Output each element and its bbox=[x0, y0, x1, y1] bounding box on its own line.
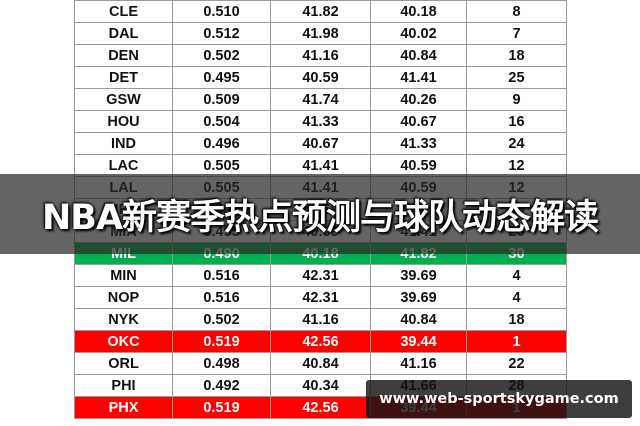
wins-cell: 42.56 bbox=[270, 330, 371, 353]
losses-cell: 40.26 bbox=[370, 88, 467, 111]
team-cell: HOU bbox=[74, 110, 173, 133]
win-pct-cell: 0.502 bbox=[172, 308, 271, 331]
win-pct-cell: 0.512 bbox=[172, 22, 271, 45]
wins-cell: 41.98 bbox=[270, 22, 371, 45]
team-cell: CLE bbox=[74, 0, 173, 23]
losses-cell: 40.84 bbox=[370, 44, 467, 67]
table-row: LAC 0.505 41.41 40.59 12 bbox=[74, 154, 567, 177]
wins-cell: 42.56 bbox=[270, 396, 371, 419]
title-banner: NBA新赛季热点预测与球队动态解读 bbox=[0, 174, 640, 254]
table-row: DEN 0.502 41.16 40.84 18 bbox=[74, 44, 567, 67]
wins-cell: 41.82 bbox=[270, 0, 371, 23]
losses-cell: 40.18 bbox=[370, 0, 467, 23]
team-cell: NOP bbox=[74, 286, 173, 309]
rank-cell: 16 bbox=[466, 110, 567, 133]
rank-cell: 18 bbox=[466, 44, 567, 67]
team-cell: ORL bbox=[74, 352, 173, 375]
rank-cell: 25 bbox=[466, 66, 567, 89]
team-cell: OKC bbox=[74, 330, 173, 353]
table-row: NOP 0.516 42.31 39.69 4 bbox=[74, 286, 567, 309]
rank-cell: 18 bbox=[466, 308, 567, 331]
wins-cell: 41.33 bbox=[270, 110, 371, 133]
rank-cell: 4 bbox=[466, 264, 567, 287]
banner-title: NBA新赛季热点预测与球队动态解读 bbox=[41, 197, 599, 238]
win-pct-cell: 0.519 bbox=[172, 396, 271, 419]
rank-cell: 9 bbox=[466, 88, 567, 111]
losses-cell: 39.69 bbox=[370, 264, 467, 287]
wins-cell: 40.67 bbox=[270, 132, 371, 155]
team-cell: MIN bbox=[74, 264, 173, 287]
win-pct-cell: 0.516 bbox=[172, 286, 271, 309]
win-pct-cell: 0.498 bbox=[172, 352, 271, 375]
losses-cell: 41.41 bbox=[370, 66, 467, 89]
win-pct-cell: 0.492 bbox=[172, 374, 271, 397]
table-row: OKC 0.519 42.56 39.44 1 bbox=[74, 330, 567, 353]
losses-cell: 39.44 bbox=[370, 330, 467, 353]
win-pct-cell: 0.504 bbox=[172, 110, 271, 133]
wins-cell: 42.31 bbox=[270, 264, 371, 287]
win-pct-cell: 0.502 bbox=[172, 44, 271, 67]
table-row: IND 0.496 40.67 41.33 24 bbox=[74, 132, 567, 155]
rank-cell: 8 bbox=[466, 0, 567, 23]
watermark-text: www.web-sportskygame.com bbox=[379, 391, 619, 407]
table-row: ORL 0.498 40.84 41.16 22 bbox=[74, 352, 567, 375]
win-pct-cell: 0.509 bbox=[172, 88, 271, 111]
rank-cell: 1 bbox=[466, 330, 567, 353]
table-row: DET 0.495 40.59 41.41 25 bbox=[74, 66, 567, 89]
table-row: GSW 0.509 41.74 40.26 9 bbox=[74, 88, 567, 111]
losses-cell: 40.67 bbox=[370, 110, 467, 133]
win-pct-cell: 0.519 bbox=[172, 330, 271, 353]
rank-cell: 7 bbox=[466, 22, 567, 45]
wins-cell: 41.16 bbox=[270, 44, 371, 67]
team-cell: DAL bbox=[74, 22, 173, 45]
team-cell: DET bbox=[74, 66, 173, 89]
rank-cell: 22 bbox=[466, 352, 567, 375]
win-pct-cell: 0.495 bbox=[172, 66, 271, 89]
team-cell: PHX bbox=[74, 396, 173, 419]
losses-cell: 39.69 bbox=[370, 286, 467, 309]
site-watermark: www.web-sportskygame.com bbox=[366, 380, 632, 418]
table-row: MIN 0.516 42.31 39.69 4 bbox=[74, 264, 567, 287]
team-cell: DEN bbox=[74, 44, 173, 67]
wins-cell: 41.74 bbox=[270, 88, 371, 111]
team-cell: GSW bbox=[74, 88, 173, 111]
win-pct-cell: 0.496 bbox=[172, 132, 271, 155]
win-pct-cell: 0.510 bbox=[172, 0, 271, 23]
wins-cell: 40.84 bbox=[270, 352, 371, 375]
wins-cell: 42.31 bbox=[270, 286, 371, 309]
losses-cell: 40.84 bbox=[370, 308, 467, 331]
team-cell: PHI bbox=[74, 374, 173, 397]
table-row: DAL 0.512 41.98 40.02 7 bbox=[74, 22, 567, 45]
table-row: CLE 0.510 41.82 40.18 8 bbox=[74, 0, 567, 23]
wins-cell: 41.16 bbox=[270, 308, 371, 331]
losses-cell: 40.02 bbox=[370, 22, 467, 45]
win-pct-cell: 0.516 bbox=[172, 264, 271, 287]
losses-cell: 41.16 bbox=[370, 352, 467, 375]
wins-cell: 40.59 bbox=[270, 66, 371, 89]
table-row: NYK 0.502 41.16 40.84 18 bbox=[74, 308, 567, 331]
wins-cell: 40.34 bbox=[270, 374, 371, 397]
team-cell: NYK bbox=[74, 308, 173, 331]
team-cell: IND bbox=[74, 132, 173, 155]
rank-cell: 24 bbox=[466, 132, 567, 155]
table-row: HOU 0.504 41.33 40.67 16 bbox=[74, 110, 567, 133]
rank-cell: 4 bbox=[466, 286, 567, 309]
losses-cell: 41.33 bbox=[370, 132, 467, 155]
